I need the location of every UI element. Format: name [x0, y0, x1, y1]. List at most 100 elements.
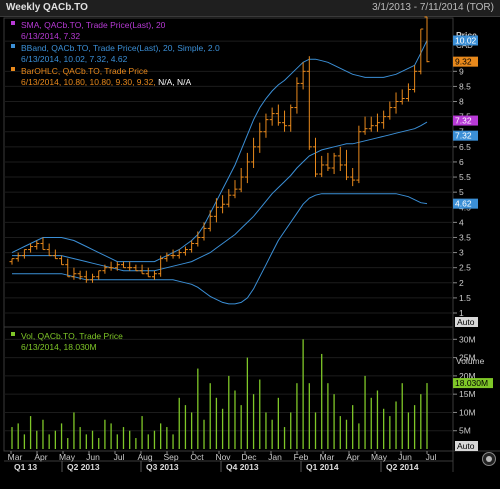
volume-tick-label: 30M: [459, 334, 476, 344]
bollinger-bands: [11, 40, 428, 305]
price-tick-label: 6.5: [459, 142, 471, 152]
ohlc-bar: [15, 252, 21, 262]
ohlc-bar: [170, 249, 176, 259]
title-bar: Weekly QACb.TO 3/1/2013 - 7/11/2014 (TOR…: [0, 0, 500, 17]
ohlc-bar: [83, 270, 89, 283]
ohlc-bar: [424, 16, 430, 63]
price-tick-label: 2: [459, 278, 464, 288]
volume-tick-label: 10M: [459, 407, 476, 417]
ohlc-bar: [399, 89, 405, 105]
ohlc-bar: [59, 255, 65, 266]
ohlc-bar: [257, 122, 263, 153]
date-range: 3/1/2013 - 7/11/2014 (TOR): [372, 2, 494, 13]
ohlc-bars: [9, 16, 430, 283]
price-panel-frame: [3, 17, 454, 328]
price-tick-label: 8: [459, 97, 464, 107]
ohlc-bar: [232, 180, 238, 199]
ohlc-bar: [220, 195, 226, 214]
price-tick-label: 3.5: [459, 232, 471, 242]
ohlc-bar: [139, 264, 145, 275]
ohlc-bar: [90, 273, 96, 283]
ohlc-bar: [362, 116, 368, 135]
quarter-label: Q1 13: [14, 462, 37, 472]
volume-legend: Vol, QACb.TO, Trade Price 6/13/2014, 18.…: [11, 331, 123, 352]
price-axis-header: Price: [456, 30, 477, 40]
volume-last-tag-label: 18.030M: [455, 378, 488, 388]
price-axis-tags: 10.02 9.32 7.32 7.32 4.62: [453, 35, 478, 209]
ohlc-bar: [127, 261, 133, 271]
price-tick-label: 6: [459, 157, 464, 167]
sma-legend-values: 6/13/2014, 7.32: [21, 31, 80, 41]
ohlc-bar: [356, 125, 362, 184]
ohlc-bar: [176, 249, 182, 259]
month-label: Apr: [346, 452, 359, 462]
chart-options-button[interactable]: [482, 452, 496, 466]
price-tick-label: 1.5: [459, 293, 471, 303]
volume-tick-label: 25M: [459, 353, 476, 363]
month-label: Sep: [163, 452, 178, 462]
ohlc-bar: [282, 110, 288, 132]
ohlc-bar: [269, 107, 275, 126]
ohlc-bar: [96, 270, 102, 280]
ohlc-bar: [337, 146, 343, 172]
ohlc-bar: [52, 249, 58, 260]
price-tick-label: 5.5: [459, 172, 471, 182]
ohlc-bar: [158, 255, 164, 277]
ohlc-bar: [21, 249, 27, 259]
ohlc-bar: [244, 152, 250, 184]
price-auto-label: Auto: [457, 317, 475, 327]
ohlc-bar: [195, 231, 201, 247]
ohlc-bar: [40, 237, 46, 251]
ohlc-bar: [207, 210, 213, 232]
ohlc-bar: [34, 240, 40, 250]
vol-legend-swatch: [11, 332, 15, 336]
bar-legend-swatch: [11, 67, 15, 71]
volume-axis[interactable]: Volume 30M 25M 20M 15M 10M 5M 18.030M: [453, 334, 493, 436]
month-label: Dec: [241, 452, 257, 462]
month-label: Apr: [34, 452, 47, 462]
volume-axis-header: Volume: [456, 356, 485, 366]
ohlc-bar: [114, 261, 120, 271]
sma-line: [12, 121, 428, 272]
vol-legend-values: 6/13/2014, 18.030M: [21, 342, 97, 352]
ohlc-bar: [213, 198, 219, 223]
bband-legend-swatch: [11, 44, 15, 48]
ohlc-bar: [108, 261, 114, 271]
ohlc-bar: [325, 152, 331, 172]
month-label: Jul: [114, 452, 125, 462]
price-auto-button[interactable]: [455, 317, 478, 327]
bband-middle-tag: [453, 130, 478, 141]
bar-legend-values: 6/13/2014, 10.80, 10.80, 9.30, 9.32, N/A…: [21, 77, 191, 87]
ohlc-bar: [368, 116, 374, 132]
ohlc-bar: [151, 270, 157, 280]
price-tick-label: 9: [459, 66, 464, 76]
ohlc-bar: [387, 101, 393, 120]
ohlc-bar: [350, 167, 356, 187]
price-tick-label: 8.5: [459, 81, 471, 91]
chart-title: Weekly QACb.TO: [6, 2, 88, 13]
ohlc-bar: [306, 56, 312, 150]
bband-lower-line: [12, 193, 428, 305]
month-label: May: [371, 452, 388, 462]
time-axis[interactable]: Mar Apr May Jun Jul Aug Sep Oct Nov Dec Jan Feb Mar A…: [8, 451, 437, 472]
price-tick-label: 4: [459, 217, 464, 227]
bar-legend-name: BarOHLC, QACb.TO, Trade Price: [21, 66, 148, 76]
month-label: Oct: [190, 452, 204, 462]
vol-legend-name: Vol, QACb.TO, Trade Price: [21, 331, 123, 341]
price-axis[interactable]: Price CAD 11.522.533.544.555.566.577.588…: [453, 30, 477, 318]
bar-legend-values-na: N/A, N/A: [158, 77, 191, 87]
ohlc-bar: [189, 240, 195, 253]
ohlc-bar: [313, 137, 319, 178]
quarter-label: Q1 2014: [306, 462, 339, 472]
ohlc-bar: [263, 113, 269, 138]
month-label: May: [59, 452, 76, 462]
volume-auto-button[interactable]: [455, 441, 478, 451]
ohlc-bar: [405, 83, 411, 102]
bband-legend-values: 6/13/2014, 10.02, 7.32, 4.62: [21, 54, 128, 64]
price-tick-label: 1: [459, 308, 464, 318]
bband-lower-tag: [453, 198, 478, 209]
ohlc-bar: [102, 264, 108, 274]
ohlc-bar: [374, 113, 380, 132]
